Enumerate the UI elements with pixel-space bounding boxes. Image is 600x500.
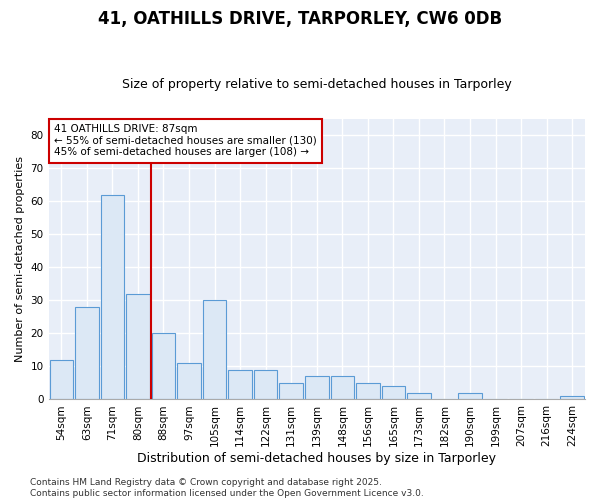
Bar bbox=[254, 370, 277, 400]
Bar bbox=[101, 194, 124, 400]
Text: 41 OATHILLS DRIVE: 87sqm
← 55% of semi-detached houses are smaller (130)
45% of : 41 OATHILLS DRIVE: 87sqm ← 55% of semi-d… bbox=[54, 124, 317, 158]
Bar bbox=[50, 360, 73, 400]
Bar bbox=[177, 363, 201, 400]
Bar bbox=[356, 383, 380, 400]
Bar bbox=[382, 386, 405, 400]
Bar bbox=[305, 376, 329, 400]
Bar bbox=[407, 393, 431, 400]
Bar bbox=[229, 370, 252, 400]
Bar bbox=[458, 393, 482, 400]
Bar bbox=[75, 307, 98, 400]
Title: Size of property relative to semi-detached houses in Tarporley: Size of property relative to semi-detach… bbox=[122, 78, 512, 91]
Bar bbox=[152, 334, 175, 400]
Text: 41, OATHILLS DRIVE, TARPORLEY, CW6 0DB: 41, OATHILLS DRIVE, TARPORLEY, CW6 0DB bbox=[98, 10, 502, 28]
Bar bbox=[331, 376, 354, 400]
Bar bbox=[203, 300, 226, 400]
Bar bbox=[560, 396, 584, 400]
Text: Contains HM Land Registry data © Crown copyright and database right 2025.
Contai: Contains HM Land Registry data © Crown c… bbox=[30, 478, 424, 498]
Bar bbox=[280, 383, 303, 400]
Bar bbox=[126, 294, 150, 400]
X-axis label: Distribution of semi-detached houses by size in Tarporley: Distribution of semi-detached houses by … bbox=[137, 452, 496, 465]
Y-axis label: Number of semi-detached properties: Number of semi-detached properties bbox=[15, 156, 25, 362]
